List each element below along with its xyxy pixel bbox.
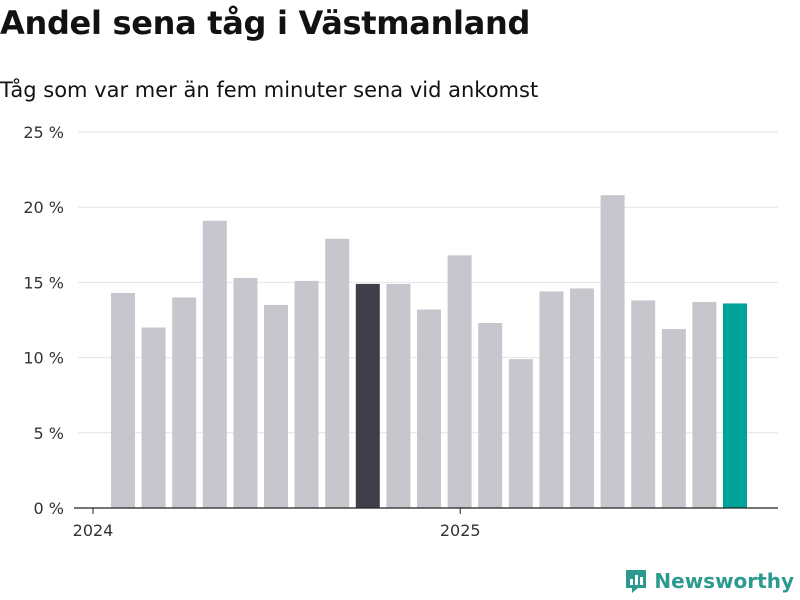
bars: [111, 195, 747, 508]
bar: [600, 195, 625, 508]
x-axis: 2024 2025: [73, 507, 778, 540]
bar: [447, 255, 472, 508]
bar: [233, 277, 258, 508]
bar: [386, 283, 411, 508]
y-tick-label: 15 %: [23, 273, 64, 292]
bar: [417, 309, 441, 508]
bar: [570, 288, 594, 508]
brand-name: Newsworthy: [654, 569, 794, 593]
brand-logo: Newsworthy: [624, 568, 794, 594]
bar: [631, 300, 656, 508]
y-axis-ticks: 0 % 5 % 10 % 15 % 20 % 25 %: [23, 123, 64, 518]
bar: [294, 280, 319, 508]
bar: [661, 329, 686, 508]
bar: [478, 323, 503, 508]
newsworthy-icon: [626, 570, 647, 593]
chart-title: Andel sena tåg i Västmanland: [0, 4, 531, 42]
bar: [172, 297, 197, 508]
bar: [141, 327, 166, 508]
bar: [325, 238, 350, 508]
bar: [264, 304, 288, 508]
y-tick-label: 0 %: [34, 499, 64, 518]
bar: [355, 283, 380, 508]
bar: [539, 291, 564, 508]
bar: [202, 220, 227, 508]
y-tick-label: 25 %: [23, 123, 64, 142]
x-tick-label: 2024: [73, 521, 114, 540]
y-tick-label: 5 %: [34, 424, 64, 443]
x-tick-label: 2025: [440, 521, 481, 540]
y-tick-label: 20 %: [23, 198, 64, 217]
y-tick-label: 10 %: [23, 349, 64, 368]
chart-subtitle: Tåg som var mer än fem minuter sena vid …: [0, 78, 539, 102]
bar: [111, 292, 135, 508]
bar: [692, 301, 717, 508]
bar: [508, 359, 533, 508]
bar: [723, 303, 747, 508]
